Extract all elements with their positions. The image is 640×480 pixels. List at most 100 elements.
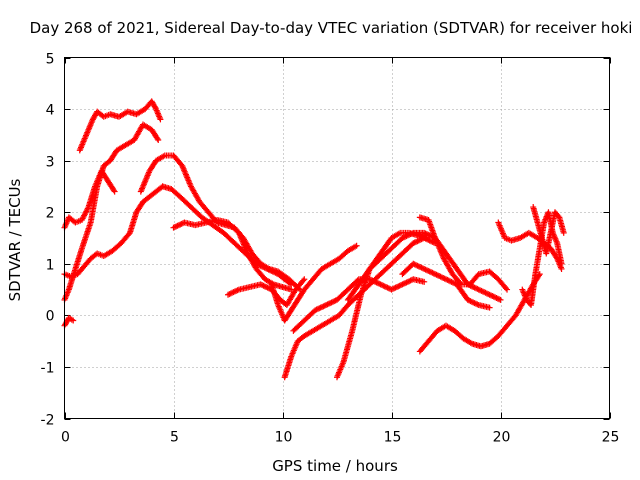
data-point xyxy=(266,267,273,274)
data-point xyxy=(489,293,496,300)
data-point xyxy=(157,116,164,123)
data-point xyxy=(377,281,384,288)
data-point xyxy=(497,296,504,303)
data-point xyxy=(494,295,501,302)
data-point xyxy=(331,298,338,305)
data-point xyxy=(319,303,326,310)
data-point xyxy=(402,280,409,287)
data-point xyxy=(471,300,478,307)
data-point xyxy=(423,231,430,238)
data-point xyxy=(378,282,385,289)
data-point xyxy=(301,276,308,283)
data-point xyxy=(421,265,428,272)
data-point xyxy=(259,282,266,289)
data-point xyxy=(170,224,177,231)
data-point xyxy=(504,286,511,293)
series-arc-r xyxy=(495,219,565,272)
grid xyxy=(64,57,610,419)
data-point xyxy=(558,260,565,267)
data-point xyxy=(485,291,492,298)
data-point xyxy=(383,283,390,290)
data-point xyxy=(406,231,413,238)
data-point xyxy=(432,271,439,278)
data-point xyxy=(560,229,567,236)
data-point xyxy=(428,238,435,245)
data-point xyxy=(385,285,392,292)
data-point xyxy=(261,283,268,290)
x-tick-label: 0 xyxy=(61,430,70,446)
data-point xyxy=(419,265,426,272)
series-arc-j xyxy=(268,242,360,324)
data-point xyxy=(486,304,493,311)
data-point xyxy=(487,292,494,299)
data-point xyxy=(398,282,405,289)
data-point xyxy=(428,269,435,276)
data-point xyxy=(403,279,410,286)
data-point xyxy=(272,269,279,276)
data-point xyxy=(422,266,429,273)
data-point xyxy=(425,267,432,274)
data-point xyxy=(418,264,425,271)
data-point xyxy=(395,283,402,290)
y-tick-label: -2 xyxy=(41,413,55,429)
data-point xyxy=(474,301,481,308)
data-point xyxy=(399,281,406,288)
plot-frame xyxy=(64,57,610,419)
data-point xyxy=(234,287,241,294)
series-arc-l xyxy=(290,276,428,334)
data-point xyxy=(441,275,448,282)
chart-title: Day 268 of 2021, Sidereal Day-to-day VTE… xyxy=(30,19,633,37)
data-point xyxy=(502,285,509,292)
data-point xyxy=(414,262,421,269)
y-tick-label: 2 xyxy=(46,206,55,222)
data-point xyxy=(353,242,360,249)
data-point xyxy=(417,264,424,271)
data-point xyxy=(374,280,381,287)
data-point xyxy=(262,265,269,272)
y-tick-label: 1 xyxy=(46,258,55,274)
data-point xyxy=(443,276,449,283)
data-point xyxy=(423,267,430,274)
data-point xyxy=(466,297,473,304)
data-point xyxy=(225,291,231,298)
data-point xyxy=(171,224,178,231)
data-point xyxy=(479,288,486,295)
x-tick-label: 15 xyxy=(384,430,402,446)
data-point xyxy=(314,305,321,312)
data-point xyxy=(381,283,388,290)
data-point xyxy=(372,278,379,285)
data-point xyxy=(475,286,482,293)
axis-ticks: 0 5 10 15 20 25 -2 -1 0 1 2 3 4 5 xyxy=(41,52,620,446)
x-tick-label: 25 xyxy=(602,430,620,446)
data-point xyxy=(496,296,503,303)
series-arc-t xyxy=(530,204,567,257)
data-point xyxy=(111,188,118,195)
data-point xyxy=(430,270,437,277)
data-point xyxy=(425,231,432,238)
y-tick-label: -1 xyxy=(41,361,55,377)
data-point xyxy=(257,262,264,269)
x-tick-label: 10 xyxy=(275,430,293,446)
data-point xyxy=(482,289,489,296)
data-point xyxy=(261,264,268,271)
data-point xyxy=(268,267,275,274)
data-point xyxy=(492,294,499,301)
data-point xyxy=(324,301,331,308)
data-point xyxy=(477,287,484,294)
series-arc-g xyxy=(159,183,295,288)
data-point xyxy=(369,277,376,284)
data-point xyxy=(380,282,387,289)
data-point xyxy=(317,304,324,311)
data-point xyxy=(406,278,413,285)
x-tick-label: 5 xyxy=(170,430,179,446)
data-point xyxy=(321,302,328,309)
y-axis-label: SDTVAR / TECUs xyxy=(6,178,24,301)
data-point xyxy=(177,221,184,228)
data-point xyxy=(399,235,406,241)
data-point xyxy=(415,263,422,270)
data-point xyxy=(481,289,488,296)
data-point xyxy=(257,281,264,288)
data-point xyxy=(312,307,319,314)
data-point xyxy=(404,232,411,239)
data-point xyxy=(436,273,443,280)
